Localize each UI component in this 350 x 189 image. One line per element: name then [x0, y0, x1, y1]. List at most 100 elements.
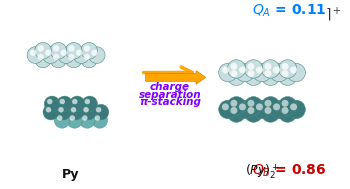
Circle shape — [58, 47, 74, 63]
Circle shape — [278, 104, 297, 122]
Text: $(Py)_2^+$: $(Py)_2^+$ — [245, 162, 280, 181]
Circle shape — [253, 100, 271, 119]
Circle shape — [72, 99, 78, 104]
Circle shape — [273, 67, 280, 74]
Circle shape — [244, 67, 263, 85]
Circle shape — [273, 103, 280, 110]
Circle shape — [60, 99, 65, 104]
Circle shape — [256, 103, 263, 110]
Circle shape — [35, 51, 51, 68]
Circle shape — [70, 115, 75, 121]
Circle shape — [265, 107, 272, 114]
Circle shape — [290, 103, 297, 110]
Circle shape — [65, 51, 82, 68]
Circle shape — [42, 47, 59, 63]
Circle shape — [37, 45, 44, 52]
Circle shape — [82, 96, 98, 112]
Circle shape — [227, 97, 246, 115]
Circle shape — [222, 103, 229, 110]
Circle shape — [84, 54, 90, 60]
Circle shape — [281, 63, 288, 70]
Circle shape — [68, 45, 75, 52]
Circle shape — [27, 47, 44, 63]
Circle shape — [222, 67, 229, 74]
Circle shape — [82, 115, 88, 121]
Circle shape — [65, 43, 82, 59]
Circle shape — [270, 100, 288, 119]
Circle shape — [230, 63, 237, 70]
Circle shape — [44, 96, 60, 112]
Circle shape — [93, 104, 109, 120]
Circle shape — [43, 104, 59, 120]
Circle shape — [247, 107, 254, 114]
Circle shape — [227, 60, 246, 78]
Circle shape — [290, 67, 297, 74]
Circle shape — [53, 54, 59, 60]
Circle shape — [47, 99, 52, 104]
Circle shape — [230, 100, 237, 107]
Circle shape — [261, 104, 280, 122]
Circle shape — [236, 63, 254, 82]
Circle shape — [53, 45, 59, 52]
Circle shape — [247, 63, 254, 70]
Circle shape — [281, 107, 288, 114]
Circle shape — [227, 67, 246, 85]
Text: $Q_A$ = 0.11: $Q_A$ = 0.11 — [252, 3, 327, 19]
Text: Py: Py — [62, 168, 80, 181]
Circle shape — [85, 99, 90, 104]
FancyArrow shape — [146, 71, 206, 84]
Circle shape — [239, 67, 246, 74]
Circle shape — [278, 67, 297, 85]
Circle shape — [287, 100, 305, 119]
Circle shape — [84, 45, 90, 52]
Circle shape — [253, 63, 271, 82]
Circle shape — [239, 103, 246, 110]
Circle shape — [287, 63, 305, 82]
Circle shape — [54, 112, 70, 128]
Circle shape — [57, 115, 63, 121]
Circle shape — [265, 100, 272, 107]
Circle shape — [247, 100, 254, 107]
Text: $\rceil^+$: $\rceil^+$ — [325, 6, 342, 24]
Circle shape — [69, 96, 85, 112]
Circle shape — [230, 107, 237, 114]
Circle shape — [261, 60, 280, 78]
Circle shape — [50, 51, 66, 68]
Circle shape — [94, 115, 100, 121]
Circle shape — [71, 107, 76, 112]
Circle shape — [56, 104, 71, 120]
Circle shape — [281, 100, 288, 107]
Circle shape — [61, 50, 67, 56]
Circle shape — [46, 107, 51, 112]
Circle shape — [89, 47, 105, 63]
Circle shape — [68, 54, 75, 60]
Circle shape — [81, 43, 97, 59]
Circle shape — [83, 107, 89, 112]
Text: $Q_B$ = 0.86: $Q_B$ = 0.86 — [252, 163, 327, 179]
Circle shape — [96, 107, 101, 112]
Circle shape — [80, 104, 96, 120]
Circle shape — [81, 51, 97, 68]
Circle shape — [244, 97, 263, 115]
Circle shape — [256, 67, 263, 74]
Circle shape — [68, 104, 84, 120]
Circle shape — [76, 50, 82, 56]
Circle shape — [58, 107, 64, 112]
Circle shape — [244, 60, 263, 78]
Circle shape — [281, 70, 288, 77]
Text: π-stacking: π-stacking — [139, 98, 201, 108]
Circle shape — [67, 112, 83, 128]
Circle shape — [79, 112, 95, 128]
Circle shape — [247, 70, 254, 77]
Circle shape — [91, 50, 98, 56]
Circle shape — [37, 54, 44, 60]
Circle shape — [278, 97, 297, 115]
Circle shape — [265, 70, 272, 77]
Text: charge: charge — [150, 82, 190, 92]
Circle shape — [265, 63, 272, 70]
Circle shape — [261, 67, 280, 85]
Circle shape — [230, 70, 237, 77]
Circle shape — [261, 97, 280, 115]
Circle shape — [278, 60, 297, 78]
Circle shape — [227, 104, 246, 122]
